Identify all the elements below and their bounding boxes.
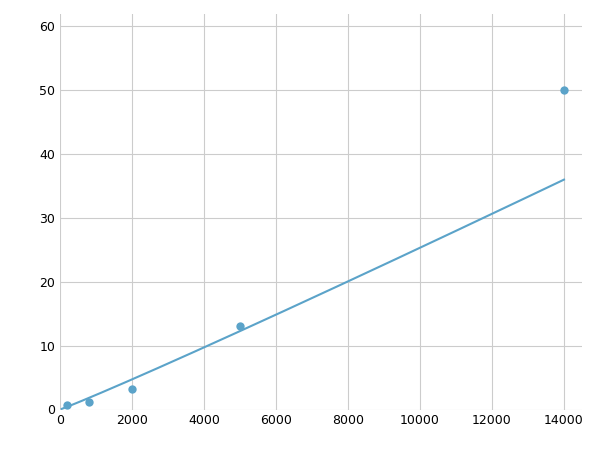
Point	[84, 399, 94, 406]
Point	[127, 386, 137, 393]
Point	[559, 86, 569, 94]
Point	[235, 323, 245, 330]
Point	[62, 401, 72, 409]
